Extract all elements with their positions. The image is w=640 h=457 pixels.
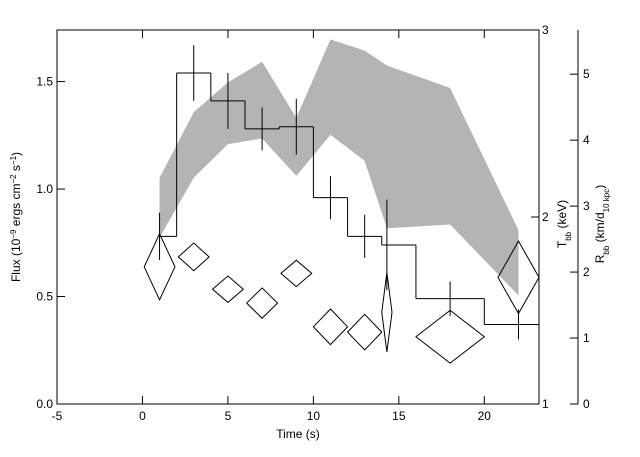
- y-axis-title-part: −1: [9, 155, 18, 165]
- y-axis-title-part: −9: [9, 229, 18, 239]
- x-tick-label: 20: [478, 409, 492, 423]
- y-axis-title-part: ): [9, 152, 23, 156]
- x-tick-label: 0: [139, 409, 146, 423]
- x-tick-label: 10: [307, 409, 321, 423]
- y-tick-label: 1.0: [36, 182, 53, 196]
- y-tick-label: 1.5: [36, 75, 53, 89]
- y3-tick-label: 5: [583, 67, 590, 81]
- radius-diamond: [312, 308, 349, 346]
- y3-tick-label: 1: [583, 331, 590, 345]
- y3-axis-title-part: R: [593, 254, 607, 263]
- temperature-band: [159, 39, 519, 296]
- x-axis-title: Time (s): [276, 427, 320, 441]
- y2-axis-title-part: (keV): [555, 200, 569, 232]
- y-axis-title-part: Flux (10: [9, 238, 23, 282]
- y3-tick-label: 4: [583, 133, 590, 147]
- y2-tick-label: 3: [542, 23, 549, 37]
- radius-diamond: [280, 259, 313, 288]
- radius-diamond: [143, 232, 176, 301]
- y3-axis-title: Rbb (km/d10 kpc): [593, 185, 611, 264]
- y3-axis-title-part: bb: [602, 245, 611, 254]
- y3-tick-label: 3: [583, 199, 590, 213]
- y3-axis-title-part: (km/d: [593, 212, 607, 245]
- x-tick-label: 15: [392, 409, 406, 423]
- x-tick-label: -5: [52, 409, 63, 423]
- y-tick-label: 0.0: [36, 397, 53, 411]
- y-axis-title-part: s: [9, 165, 23, 174]
- radius-diamond: [381, 272, 393, 352]
- y3-axis-title-part: ): [593, 185, 607, 189]
- y-axis-title-part: ergs cm: [9, 184, 23, 230]
- x-tick-label: 5: [225, 409, 232, 423]
- y2-axis-title-part: bb: [564, 231, 573, 240]
- y2-axis-title-part: T: [555, 240, 569, 248]
- y3-tick-label: 2: [583, 265, 590, 279]
- y-axis-title-part: −2: [9, 174, 18, 184]
- radius-diamond: [211, 275, 245, 304]
- y2-tick-label: 1: [542, 397, 549, 411]
- radius-diamond: [346, 313, 383, 351]
- radius-diamond: [177, 242, 210, 272]
- radius-diamond: [246, 287, 279, 319]
- radius-diamond: [415, 309, 486, 364]
- radius-diamond: [497, 240, 540, 315]
- y3-axis-title-part: 10 kpc: [602, 189, 611, 213]
- y-tick-label: 0.5: [36, 290, 53, 304]
- y-axis-title: Flux (10−9 ergs cm−2 s−1): [9, 152, 24, 282]
- y3-tick-label: 0: [583, 397, 590, 411]
- y2-axis-title: Tbb (keV): [555, 200, 573, 248]
- y2-tick-label: 2: [542, 210, 549, 224]
